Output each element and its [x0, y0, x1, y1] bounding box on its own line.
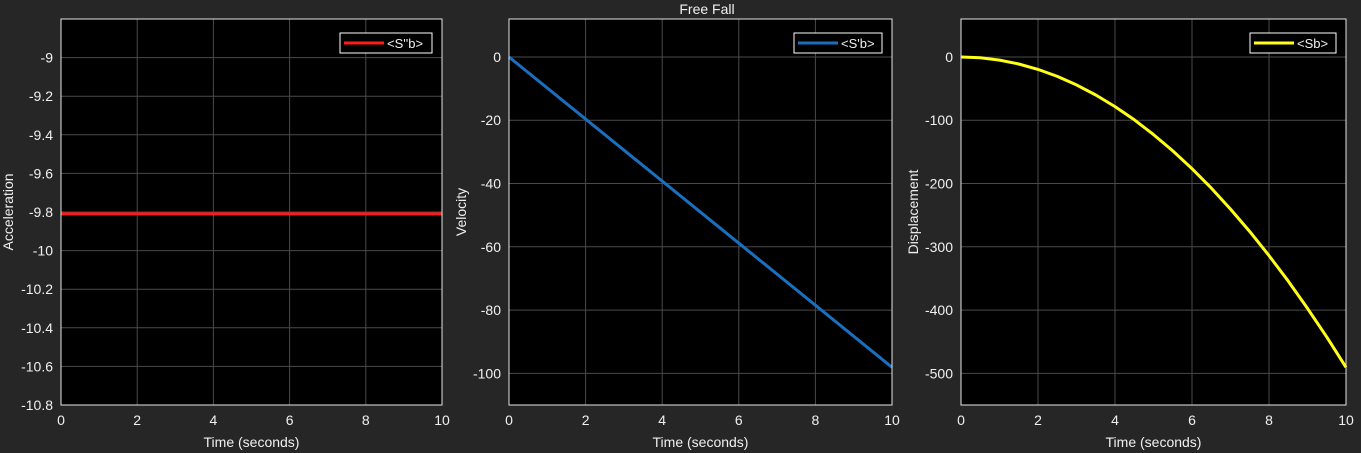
y-tick-label: -10.4: [21, 320, 53, 336]
velocity-axes: 0 2 4 6 8 10 -100 -80 -60 -40 -20 0 Time (seconds) Ve…: [453, 18, 900, 450]
y-tick-label: -100: [473, 365, 501, 381]
axes-frame: [60, 18, 443, 406]
y-tick-label: -500: [925, 365, 953, 381]
y-axis-label: Acceleration: [0, 173, 16, 250]
y-tick-label: -9.2: [29, 88, 53, 104]
plot-area: [961, 19, 1346, 405]
y-tick-label: -9.6: [29, 165, 53, 181]
y-tick-label: 0: [493, 49, 501, 65]
x-tick-label: 8: [362, 412, 370, 428]
y-tick-label: -20: [481, 112, 501, 128]
series-line: [960, 55, 1348, 369]
acceleration-axes: 0 2 4 6 8 10 -10.8 -10.6 -10.4 -10.2 -10 -9.8 -9.6 -9…: [0, 18, 450, 450]
y-tick-label: -9.4: [29, 127, 53, 143]
series-line: [508, 55, 893, 369]
y-tick-label: -400: [925, 302, 953, 318]
y-tick-label: -10: [33, 243, 53, 259]
legend-label: <S'b>: [841, 36, 875, 51]
y-tick-label: -10.6: [21, 358, 53, 374]
x-tick-label: 10: [1338, 412, 1354, 428]
y-axis-label: Displacement: [905, 169, 921, 254]
x-tick-label: 2: [582, 412, 590, 428]
x-tick-label: 2: [1034, 412, 1042, 428]
x-axis-label: Time (seconds): [653, 434, 749, 450]
y-tick-label: -100: [925, 112, 953, 128]
axes-frame: [508, 18, 893, 406]
x-tick-label: 0: [57, 412, 65, 428]
y-tick-label: -9.8: [29, 204, 53, 220]
displacement-axes: 0 2 4 6 8 10 -500 -400 -300 -200 -100 0 Time (second…: [905, 18, 1354, 450]
x-tick-label: 8: [1265, 412, 1273, 428]
y-axis-label: Velocity: [453, 188, 469, 236]
x-tick-label: 6: [286, 412, 294, 428]
y-tick-label: -10.8: [21, 397, 53, 413]
x-tick-label: 0: [957, 412, 965, 428]
y-tick-label: -9: [41, 50, 54, 66]
y-tick-label: -40: [481, 176, 501, 192]
y-tick-label: -200: [925, 176, 953, 192]
x-tick-label: 10: [884, 412, 900, 428]
x-axis-label: Time (seconds): [1106, 434, 1202, 450]
x-tick-label: 4: [1111, 412, 1119, 428]
axes-frame: [960, 18, 1347, 406]
y-tick-label: -80: [481, 302, 501, 318]
x-tick-label: 8: [812, 412, 820, 428]
legend: <Sb>: [1249, 32, 1337, 54]
x-tick-label: 4: [210, 412, 218, 428]
x-axis-label: Time (seconds): [204, 434, 300, 450]
legend: <S''b>: [339, 32, 433, 54]
y-tick-label: -300: [925, 239, 953, 255]
x-tick-label: 2: [133, 412, 141, 428]
legend-label: <Sb>: [1297, 36, 1328, 51]
figure-title: Free Fall: [679, 1, 734, 17]
x-tick-label: 6: [735, 412, 743, 428]
legend-label: <S''b>: [387, 36, 423, 51]
x-tick-label: 10: [434, 412, 450, 428]
x-tick-label: 0: [505, 412, 513, 428]
x-tick-label: 6: [1188, 412, 1196, 428]
y-tick-label: -10.2: [21, 281, 53, 297]
x-tick-label: 4: [658, 412, 666, 428]
y-tick-label: 0: [945, 49, 953, 65]
legend: <S'b>: [793, 32, 883, 54]
legend-box: [339, 32, 433, 54]
y-tick-label: -60: [481, 239, 501, 255]
